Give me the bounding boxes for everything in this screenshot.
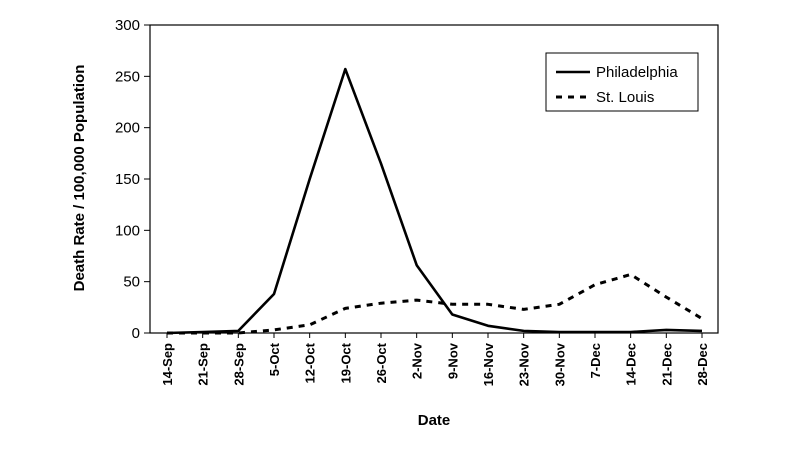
x-tick-label: 12-Oct — [303, 342, 318, 383]
y-tick-label: 300 — [115, 17, 140, 34]
x-axis-title: Date — [418, 412, 451, 429]
x-tick-label: 14-Dec — [624, 343, 639, 386]
y-tick-label: 0 — [132, 325, 140, 342]
series-line-philadelphia — [166, 67, 703, 335]
y-axis-title: Death Rate / 100,000 Population — [71, 65, 88, 292]
y-tick-label: 250 — [115, 68, 140, 85]
x-tick-label: 28-Sep — [231, 343, 246, 386]
series-line-st-louis — [167, 273, 703, 335]
x-tick-label: 7-Dec — [588, 343, 603, 378]
y-tick-label: 200 — [115, 120, 140, 137]
y-tick-label: 150 — [115, 171, 140, 188]
x-tick-label: 21-Dec — [659, 343, 674, 386]
x-tick-label: 9-Nov — [445, 342, 460, 379]
legend-label: St. Louis — [596, 89, 654, 106]
x-tick-label: 30-Nov — [552, 342, 567, 386]
x-tick-label: 5-Oct — [267, 342, 282, 376]
x-tick-label: 26-Oct — [374, 342, 389, 383]
x-tick-label: 21-Sep — [196, 343, 211, 386]
y-tick-label: 100 — [115, 222, 140, 239]
legend-box — [545, 52, 699, 112]
y-tick-label: 50 — [123, 274, 140, 291]
x-tick-label: 28-Dec — [695, 343, 710, 386]
x-tick-label: 23-Nov — [517, 342, 532, 386]
x-tick-label: 14-Sep — [160, 343, 175, 386]
legend-label: Philadelphia — [596, 64, 678, 81]
x-tick-label: 2-Nov — [410, 342, 425, 379]
x-tick-label: 16-Nov — [481, 342, 496, 386]
x-tick-label: 19-Oct — [338, 342, 353, 383]
